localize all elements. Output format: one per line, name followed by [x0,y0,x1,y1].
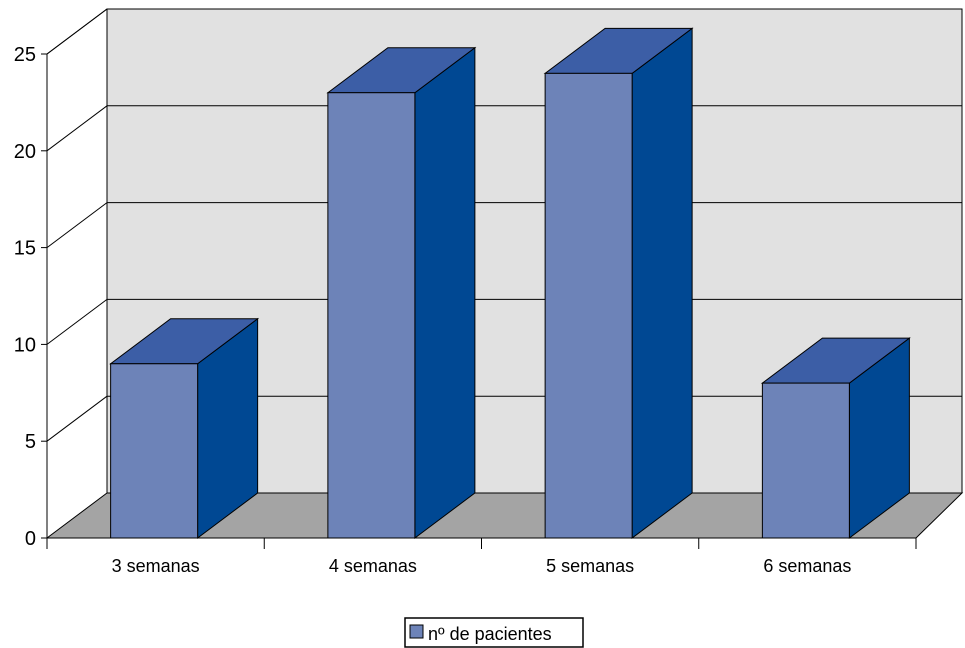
bar-front [544,72,633,539]
y-tick-label: 0 [25,528,36,550]
bar-side [631,27,693,539]
y-tick-label: 25 [14,44,36,66]
y-tick-labels: 0 5 10 15 20 25 [14,44,36,550]
bar-front [110,363,199,539]
bar-side [414,46,476,539]
bar [543,27,694,539]
x-tick-label: 5 semanas [546,556,634,576]
y-axis [41,53,48,539]
bars [109,27,911,539]
y-tick-label: 10 [14,334,36,356]
x-tick-label: 6 semanas [763,556,851,576]
legend-box [404,617,584,648]
x-tick-label: 4 semanas [329,556,417,576]
gridline-side [46,8,108,55]
bar [760,337,911,539]
gridline-side [46,105,108,152]
gridline-side [46,202,108,249]
bar [109,317,260,539]
bar-front [327,92,416,539]
gridline-side [46,395,108,442]
bar [326,46,477,539]
y-tick-label: 15 [14,238,36,260]
legend-swatch [409,624,424,639]
y-tick-label: 20 [14,141,36,163]
legend-label: nº de pacientes [428,624,552,644]
bar-front [761,382,850,539]
y-tick-label: 5 [25,431,36,453]
legend: nº de pacientes [404,617,584,648]
chart-walls [45,8,964,539]
gridlines [46,8,962,442]
x-axis [46,537,917,549]
x-tick-labels: 3 semanas 4 semanas 5 semanas 6 semanas [112,556,852,576]
gridline-side [46,298,108,345]
x-tick-label: 3 semanas [112,556,200,576]
